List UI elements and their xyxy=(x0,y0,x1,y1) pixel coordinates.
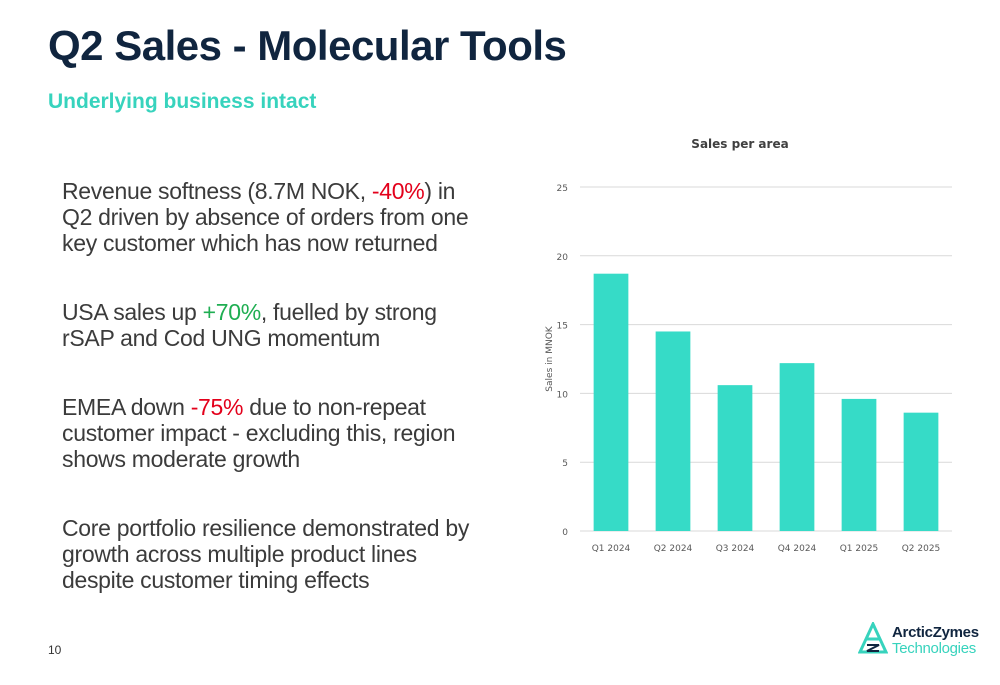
x-tick-label: Q2 2024 xyxy=(654,544,693,554)
bar xyxy=(841,398,877,531)
bullet-usa: USA sales up +70%, fuelled by strong rSA… xyxy=(62,299,482,351)
x-tick-label: Q2 2025 xyxy=(902,544,941,554)
bullet-core: Core portfolio resilience demonstrated b… xyxy=(62,515,482,593)
bar xyxy=(655,331,691,531)
bullet-text: Revenue softness (8.7M NOK, xyxy=(62,178,372,204)
bar xyxy=(903,412,939,531)
bullet-revenue: Revenue softness (8.7M NOK, -40%) in Q2 … xyxy=(62,178,482,256)
company-logo: ArcticZymes Technologies xyxy=(858,622,988,662)
bullet-text: EMEA down xyxy=(62,394,191,420)
slide-subtitle: Underlying business intact xyxy=(48,90,317,113)
y-tick-label: 10 xyxy=(557,390,569,400)
bar xyxy=(779,363,815,531)
x-tick-label: Q1 2025 xyxy=(840,544,879,554)
x-tick-label: Q3 2024 xyxy=(716,544,755,554)
bullet-text: ) in Q2 driven by absence of orders from… xyxy=(62,178,469,256)
x-tick-label: Q1 2024 xyxy=(592,544,631,554)
x-tick-label: Q4 2024 xyxy=(778,544,817,554)
y-tick-label: 20 xyxy=(557,253,569,263)
chart-title: Sales per area xyxy=(691,137,789,151)
bullet-list: Revenue softness (8.7M NOK, -40%) in Q2 … xyxy=(62,178,482,636)
bullet-text: Core portfolio resilience demonstrated b… xyxy=(62,515,470,593)
bullet-highlight-negative: -75% xyxy=(190,394,244,420)
slide-title: Q2 Sales - Molecular Tools xyxy=(48,22,567,69)
bar xyxy=(717,385,753,531)
bullet-text: due to non-repeat customer impact - excl… xyxy=(62,394,456,472)
bar xyxy=(593,273,629,531)
bullet-emea: EMEA down -75% due to non-repeat custome… xyxy=(62,394,482,472)
y-tick-label: 15 xyxy=(557,322,568,332)
bullet-text: USA sales up xyxy=(62,299,203,325)
y-tick-label: 25 xyxy=(557,184,568,194)
y-tick-label: 0 xyxy=(562,528,568,538)
logo-name: ArcticZymes xyxy=(892,624,979,641)
bullet-highlight-negative: -40% xyxy=(371,178,425,204)
chart-svg: 0 5 10 15 20 25 Q1 2024 Q2 2024 Q3 2024 Q4 2024 Q1… xyxy=(545,184,952,554)
logo-mark-icon xyxy=(858,622,888,654)
sales-chart: Sales per area 0 5 10 15 20 25 Q1 2024 Q2 2024 Q… xyxy=(500,130,980,570)
y-axis-label: Sales in MNOK xyxy=(545,325,555,391)
page-number: 10 xyxy=(48,643,62,657)
logo-subtitle: Technologies xyxy=(892,640,976,657)
bullet-text: , fuelled by strong rSAP and Cod UNG mom… xyxy=(62,299,437,351)
bullet-highlight-positive: +70% xyxy=(202,299,262,325)
y-tick-label: 5 xyxy=(562,459,568,469)
